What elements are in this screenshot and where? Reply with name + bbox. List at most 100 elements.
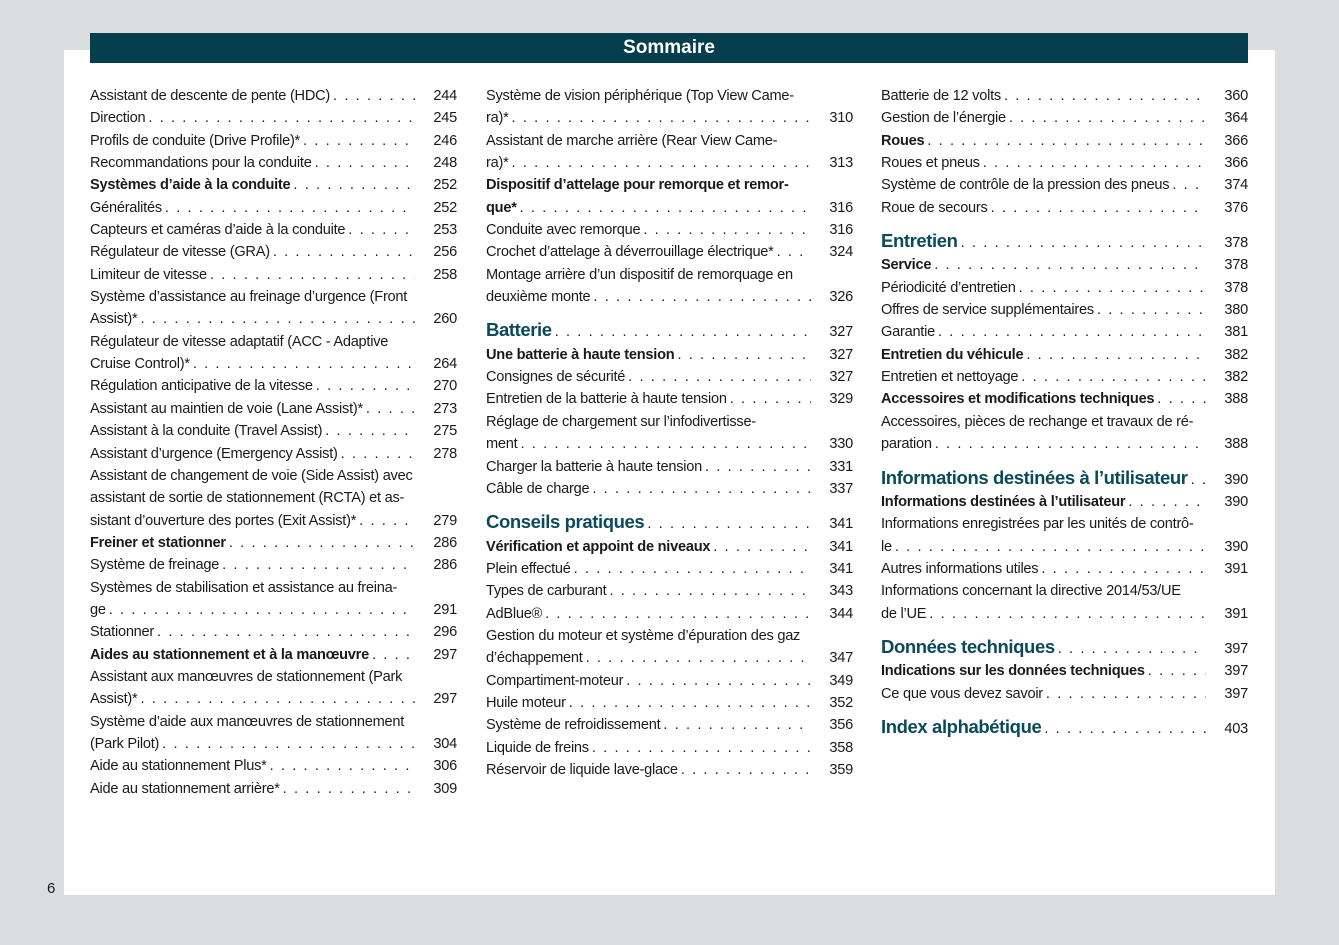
entry-text-line: Informations concernant la directive 201… bbox=[881, 583, 1181, 600]
toc-entry[interactable]: Garantie 381 bbox=[881, 321, 1248, 343]
toc-subsection[interactable]: Une batterie à haute tension 327 bbox=[486, 344, 853, 366]
toc-entry[interactable]: Aide au stationnement arrière* 309 bbox=[90, 778, 457, 800]
entry-title: Types de carburant bbox=[486, 583, 607, 600]
toc-entry[interactable]: Entretien et nettoyage 382 bbox=[881, 366, 1248, 388]
toc-subsection[interactable]: Aides au stationnement et à la manœuvre 2… bbox=[90, 644, 457, 666]
entry-title: ment bbox=[486, 436, 518, 453]
toc-entry[interactable]: Assistant de descente de pente (HDC) 244 bbox=[90, 85, 457, 107]
toc-subsection[interactable]: Systèmes d’aide à la conduite 252 bbox=[90, 174, 457, 196]
entry-page-number: 374 bbox=[1224, 177, 1248, 194]
entry-text-line: Système de vision périphérique (Top View… bbox=[486, 88, 794, 104]
toc-entry[interactable]: Régulateur de vitesse adaptatif (ACC - A… bbox=[90, 331, 457, 376]
entry-text-line: Régulateur de vitesse adaptatif (ACC - A… bbox=[90, 333, 389, 350]
toc-entry[interactable]: Consignes de sécurité 327 bbox=[486, 366, 853, 388]
toc-entry[interactable]: Système de freinage 286 bbox=[90, 554, 457, 576]
toc-entry[interactable]: Informations concernant la directive 201… bbox=[881, 580, 1248, 625]
toc-subsection[interactable]: Indications sur les données techniques 39… bbox=[881, 660, 1248, 682]
toc-entry[interactable]: Recommandations pour la conduite 248 bbox=[90, 152, 457, 174]
toc-entry[interactable]: Roues et pneus 366 bbox=[881, 152, 1248, 174]
entry-title: Liquide de freins bbox=[486, 739, 589, 756]
entry-title: Cruise Control)* bbox=[90, 356, 190, 373]
toc-section-heading[interactable]: Données techniques 397 bbox=[881, 636, 1248, 660]
dot-leader bbox=[140, 308, 415, 330]
toc-entry[interactable]: Réglage de chargement sur l’infodivertis… bbox=[486, 411, 853, 456]
toc-entry[interactable]: Compartiment-moteur 349 bbox=[486, 670, 853, 692]
toc-entry[interactable]: Entretien de la batterie à haute tension… bbox=[486, 388, 853, 410]
toc-entry[interactable]: Assistant de marche arrière (Rear View C… bbox=[486, 130, 853, 175]
toc-entry[interactable]: Système de refroidissement 356 bbox=[486, 714, 853, 736]
toc-entry[interactable]: Accessoires, pièces de rechange et trava… bbox=[881, 411, 1248, 456]
entry-text-line: Système d’aide aux manœuvres de stationn… bbox=[90, 713, 405, 730]
dot-leader bbox=[1026, 344, 1206, 366]
toc-entry[interactable]: Assistant de changement de voie (Side As… bbox=[90, 465, 457, 532]
dot-leader bbox=[643, 219, 811, 241]
entry-text-line: Accessoires, pièces de rechange et trava… bbox=[881, 413, 1194, 430]
dot-leader bbox=[157, 621, 415, 643]
toc-entry[interactable]: Régulateur de vitesse (GRA) 256 bbox=[90, 241, 457, 263]
entry-title: (Park Pilot) bbox=[90, 735, 160, 752]
toc-entry[interactable]: Assistant à la conduite (Travel Assist) 2… bbox=[90, 420, 457, 442]
toc-entry[interactable]: Ce que vous devez savoir 397 bbox=[881, 683, 1248, 705]
toc-entry[interactable]: Généralités 252 bbox=[90, 197, 457, 219]
toc-entry[interactable]: Types de carburant 343 bbox=[486, 580, 853, 602]
entry-title: Système de freinage bbox=[90, 557, 220, 574]
toc-entry[interactable]: Direction 245 bbox=[90, 107, 457, 129]
toc-subsection[interactable]: Dispositif d’attelage pour remorque et r… bbox=[486, 174, 853, 219]
dot-leader bbox=[1172, 174, 1206, 196]
toc-entry[interactable]: Plein effectué 341 bbox=[486, 558, 853, 580]
entry-title: Conduite avec remorque bbox=[486, 222, 641, 239]
toc-entry[interactable]: Gestion du moteur et système d’épuration… bbox=[486, 625, 853, 670]
toc-entry[interactable]: Montage arrière d’un dispositif de remor… bbox=[486, 264, 853, 309]
toc-entry[interactable]: Profils de conduite (Drive Profile)* 246 bbox=[90, 130, 457, 152]
toc-entry[interactable]: Stationner 296 bbox=[90, 621, 457, 643]
toc-entry[interactable]: Système d’assistance au freinage d’urgen… bbox=[90, 286, 457, 331]
toc-entry[interactable]: Conduite avec remorque 316 bbox=[486, 219, 853, 241]
toc-entry[interactable]: Liquide de freins 358 bbox=[486, 737, 853, 759]
entry-page-number: 258 bbox=[433, 266, 457, 283]
toc-entry[interactable]: Système de contrôle de la pression des p… bbox=[881, 174, 1248, 196]
toc-section-heading[interactable]: Index alphabétique 403 bbox=[881, 716, 1248, 740]
toc-section-heading[interactable]: Conseils pratiques 341 bbox=[486, 511, 853, 535]
toc-entry[interactable]: Assistant d’urgence (Emergency Assist) 27… bbox=[90, 443, 457, 465]
toc-entry[interactable]: AdBlue® 344 bbox=[486, 603, 853, 625]
toc-subsection[interactable]: Entretien du véhicule 382 bbox=[881, 344, 1248, 366]
entry-title: Système de contrôle de la pression des p… bbox=[881, 177, 1170, 194]
toc-entry[interactable]: Système de vision périphérique (Top View… bbox=[486, 85, 853, 130]
toc-section-heading[interactable]: Informations destinées à l’utilisateur 39… bbox=[881, 467, 1248, 491]
toc-entry[interactable]: Informations enregistrées par les unités… bbox=[881, 513, 1248, 558]
toc-entry[interactable]: Assistant aux manœuvres de stationnement… bbox=[90, 666, 457, 711]
toc-entry[interactable]: Régulation anticipative de la vitesse 270 bbox=[90, 375, 457, 397]
entry-title: Régulation anticipative de la vitesse bbox=[90, 378, 313, 395]
toc-subsection[interactable]: Service 378 bbox=[881, 254, 1248, 276]
toc-section-heading[interactable]: Batterie 327 bbox=[486, 319, 853, 343]
toc-entry[interactable]: Réservoir de liquide lave-glace 359 bbox=[486, 759, 853, 781]
toc-entry[interactable]: Crochet d’attelage à déverrouillage élec… bbox=[486, 241, 853, 263]
toc-subsection[interactable]: Vérification et appoint de niveaux 341 bbox=[486, 536, 853, 558]
toc-entry[interactable]: Système d’aide aux manœuvres de stationn… bbox=[90, 711, 457, 756]
dot-leader bbox=[520, 197, 811, 219]
entry-page-number: 286 bbox=[433, 534, 457, 551]
toc-section-heading[interactable]: Entretien 378 bbox=[881, 230, 1248, 254]
toc-entry[interactable]: Huile moteur 352 bbox=[486, 692, 853, 714]
toc-subsection[interactable]: Informations destinées à l’utilisateur 39… bbox=[881, 491, 1248, 513]
toc-entry[interactable]: Câble de charge 337 bbox=[486, 478, 853, 500]
toc-subsection[interactable]: Freiner et stationner 286 bbox=[90, 532, 457, 554]
toc-entry[interactable]: Capteurs et caméras d’aide à la conduite… bbox=[90, 219, 457, 241]
toc-entry[interactable]: Autres informations utiles 391 bbox=[881, 558, 1248, 580]
toc-subsection[interactable]: Accessoires et modifications techniques 3… bbox=[881, 388, 1248, 410]
entry-title: Roue de secours bbox=[881, 199, 988, 216]
toc-entry[interactable]: Limiteur de vitesse 258 bbox=[90, 264, 457, 286]
toc-entry[interactable]: Assistant au maintien de voie (Lane Assi… bbox=[90, 398, 457, 420]
entry-title: Charger la batterie à haute tension bbox=[486, 458, 702, 475]
toc-subsection[interactable]: Roues 366 bbox=[881, 130, 1248, 152]
entry-page-number: 313 bbox=[829, 155, 853, 172]
toc-entry[interactable]: Gestion de l’énergie 364 bbox=[881, 107, 1248, 129]
toc-entry[interactable]: Charger la batterie à haute tension 331 bbox=[486, 456, 853, 478]
toc-entry[interactable]: Systèmes de stabilisation et assistance … bbox=[90, 577, 457, 622]
toc-entry[interactable]: Périodicité d’entretien 378 bbox=[881, 277, 1248, 299]
entry-page-number: 388 bbox=[1224, 436, 1248, 453]
toc-entry[interactable]: Batterie de 12 volts 360 bbox=[881, 85, 1248, 107]
toc-entry[interactable]: Offres de service supplémentaires 380 bbox=[881, 299, 1248, 321]
toc-entry[interactable]: Roue de secours 376 bbox=[881, 197, 1248, 219]
toc-entry[interactable]: Aide au stationnement Plus* 306 bbox=[90, 755, 457, 777]
